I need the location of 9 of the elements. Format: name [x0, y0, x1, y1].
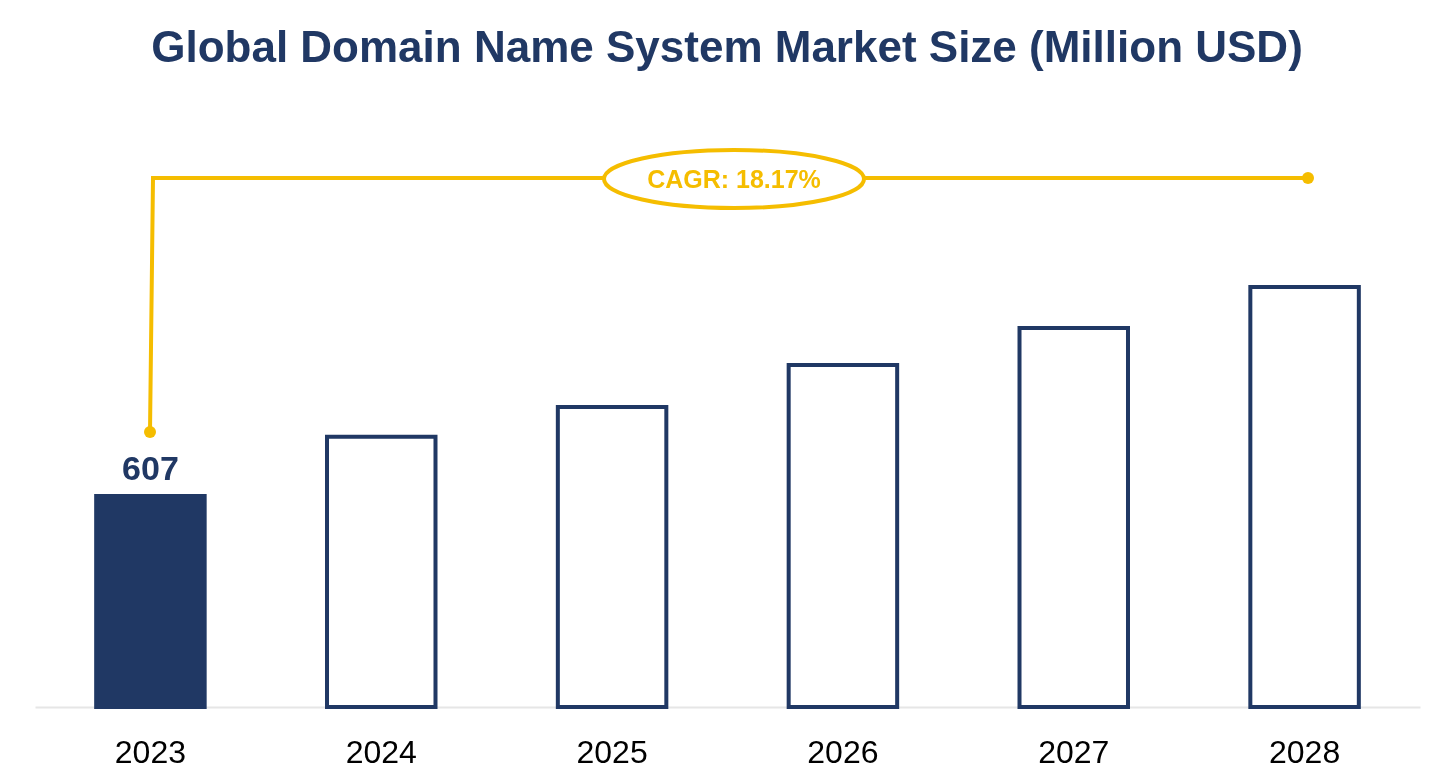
x-tick-label: 2024	[345, 733, 417, 770]
x-tick-label: 2025	[576, 733, 648, 770]
data-label: 607	[122, 448, 179, 487]
x-tick-label: 2023	[114, 733, 187, 770]
x-tick-label: 2026	[807, 733, 879, 770]
chart-title: Global Domain Name System Market Size (Million USD)	[150, 22, 1304, 72]
x-tick-label: 2027	[1038, 733, 1110, 770]
x-tick-label: 2028	[1268, 733, 1341, 770]
text: CAGR: 18.17%	[646, 164, 822, 195]
